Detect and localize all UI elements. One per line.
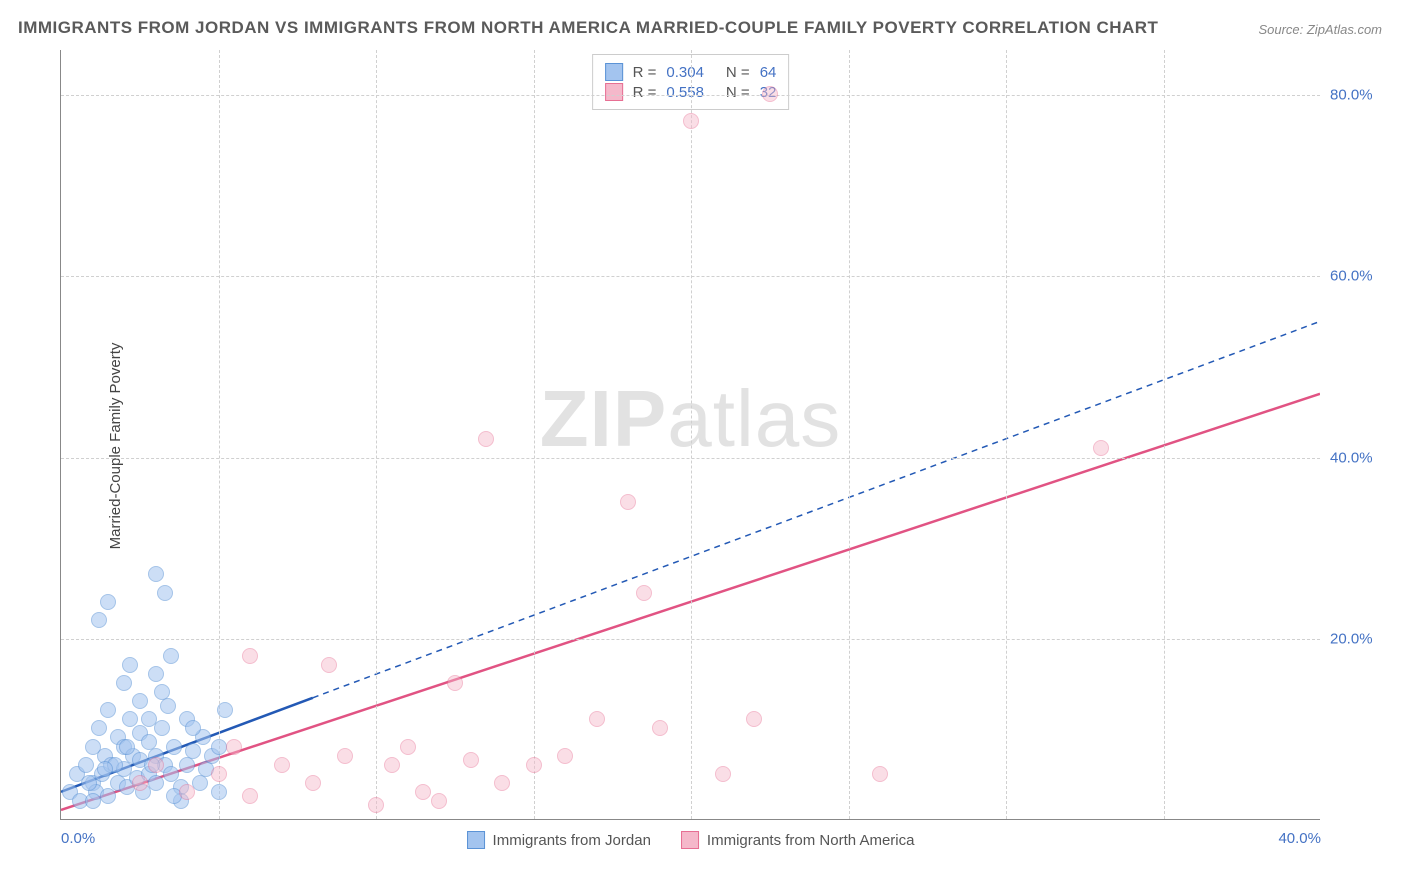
legend-n-label: N = xyxy=(726,84,750,101)
scatter-point-jordan xyxy=(100,788,116,804)
scatter-point-north_america xyxy=(872,766,888,782)
gridline-vertical xyxy=(1164,50,1165,819)
series-legend: Immigrants from Jordan Immigrants from No… xyxy=(467,831,915,849)
x-tick-label: 40.0% xyxy=(1278,830,1321,847)
scatter-point-north_america xyxy=(321,657,337,673)
legend-swatch-jordan xyxy=(467,831,485,849)
scatter-point-north_america xyxy=(636,585,652,601)
legend-series-name-north_america: Immigrants from North America xyxy=(707,832,915,849)
scatter-point-north_america xyxy=(179,784,195,800)
x-tick-label: 0.0% xyxy=(61,830,95,847)
legend-n-label: N = xyxy=(726,64,750,81)
scatter-point-north_america xyxy=(337,748,353,764)
scatter-point-north_america xyxy=(305,775,321,791)
watermark-zip: ZIP xyxy=(540,374,667,463)
legend-item-north_america: Immigrants from North America xyxy=(681,831,915,849)
scatter-point-jordan xyxy=(163,648,179,664)
legend-swatch-jordan xyxy=(605,63,623,81)
scatter-point-jordan xyxy=(132,693,148,709)
scatter-point-jordan xyxy=(148,666,164,682)
scatter-point-north_america xyxy=(211,766,227,782)
gridline-vertical xyxy=(1006,50,1007,819)
scatter-point-north_america xyxy=(431,793,447,809)
legend-r-label: R = xyxy=(633,64,657,81)
y-tick-label: 40.0% xyxy=(1330,449,1390,466)
plot-area: ZIPatlas R =0.304N =64R =0.558N =32 Immi… xyxy=(60,50,1320,820)
scatter-point-north_america xyxy=(526,757,542,773)
scatter-point-jordan xyxy=(78,757,94,773)
legend-swatch-north_america xyxy=(605,83,623,101)
scatter-point-jordan xyxy=(97,761,113,777)
scatter-point-north_america xyxy=(620,494,636,510)
scatter-point-jordan xyxy=(157,585,173,601)
regression-line-jordan-extrapolated xyxy=(313,321,1320,697)
chart-title: IMMIGRANTS FROM JORDAN VS IMMIGRANTS FRO… xyxy=(18,18,1158,38)
scatter-point-jordan xyxy=(81,775,97,791)
y-tick-label: 20.0% xyxy=(1330,630,1390,647)
scatter-point-north_america xyxy=(463,752,479,768)
scatter-point-north_america xyxy=(762,86,778,102)
gridline-vertical xyxy=(376,50,377,819)
scatter-point-north_america xyxy=(746,711,762,727)
scatter-point-north_america xyxy=(148,757,164,773)
scatter-point-jordan xyxy=(91,720,107,736)
legend-item-jordan: Immigrants from Jordan xyxy=(467,831,651,849)
scatter-point-north_america xyxy=(368,797,384,813)
scatter-point-north_america xyxy=(132,775,148,791)
watermark-atlas: atlas xyxy=(667,374,841,463)
scatter-point-jordan xyxy=(185,720,201,736)
scatter-point-jordan xyxy=(100,702,116,718)
legend-r-value-jordan: 0.304 xyxy=(666,64,704,81)
scatter-point-north_america xyxy=(557,748,573,764)
scatter-point-north_america xyxy=(226,739,242,755)
scatter-point-north_america xyxy=(683,113,699,129)
scatter-point-north_america xyxy=(242,648,258,664)
scatter-point-north_america xyxy=(652,720,668,736)
legend-n-value-jordan: 64 xyxy=(760,64,777,81)
scatter-point-north_america xyxy=(494,775,510,791)
y-tick-label: 80.0% xyxy=(1330,87,1390,104)
scatter-point-north_america xyxy=(715,766,731,782)
scatter-point-north_america xyxy=(400,739,416,755)
scatter-point-north_america xyxy=(589,711,605,727)
legend-r-label: R = xyxy=(633,84,657,101)
scatter-point-north_america xyxy=(274,757,290,773)
scatter-point-jordan xyxy=(154,684,170,700)
scatter-point-jordan xyxy=(185,743,201,759)
scatter-point-jordan xyxy=(100,594,116,610)
legend-r-value-north_america: 0.558 xyxy=(666,84,704,101)
scatter-point-jordan xyxy=(119,739,135,755)
scatter-point-jordan xyxy=(141,711,157,727)
scatter-point-jordan xyxy=(116,675,132,691)
scatter-point-jordan xyxy=(148,775,164,791)
scatter-point-north_america xyxy=(415,784,431,800)
scatter-point-jordan xyxy=(85,793,101,809)
gridline-vertical xyxy=(691,50,692,819)
scatter-point-north_america xyxy=(384,757,400,773)
scatter-point-jordan xyxy=(122,657,138,673)
scatter-point-jordan xyxy=(211,739,227,755)
scatter-point-jordan xyxy=(211,784,227,800)
scatter-point-north_america xyxy=(478,431,494,447)
scatter-point-jordan xyxy=(166,739,182,755)
scatter-point-north_america xyxy=(447,675,463,691)
gridline-vertical xyxy=(849,50,850,819)
scatter-point-north_america xyxy=(242,788,258,804)
legend-swatch-north_america xyxy=(681,831,699,849)
y-tick-label: 60.0% xyxy=(1330,268,1390,285)
source-attribution: Source: ZipAtlas.com xyxy=(1258,22,1382,37)
legend-series-name-jordan: Immigrants from Jordan xyxy=(493,832,651,849)
scatter-point-north_america xyxy=(1093,440,1109,456)
scatter-point-jordan xyxy=(148,566,164,582)
scatter-point-jordan xyxy=(91,612,107,628)
gridline-vertical xyxy=(534,50,535,819)
scatter-point-jordan xyxy=(217,702,233,718)
